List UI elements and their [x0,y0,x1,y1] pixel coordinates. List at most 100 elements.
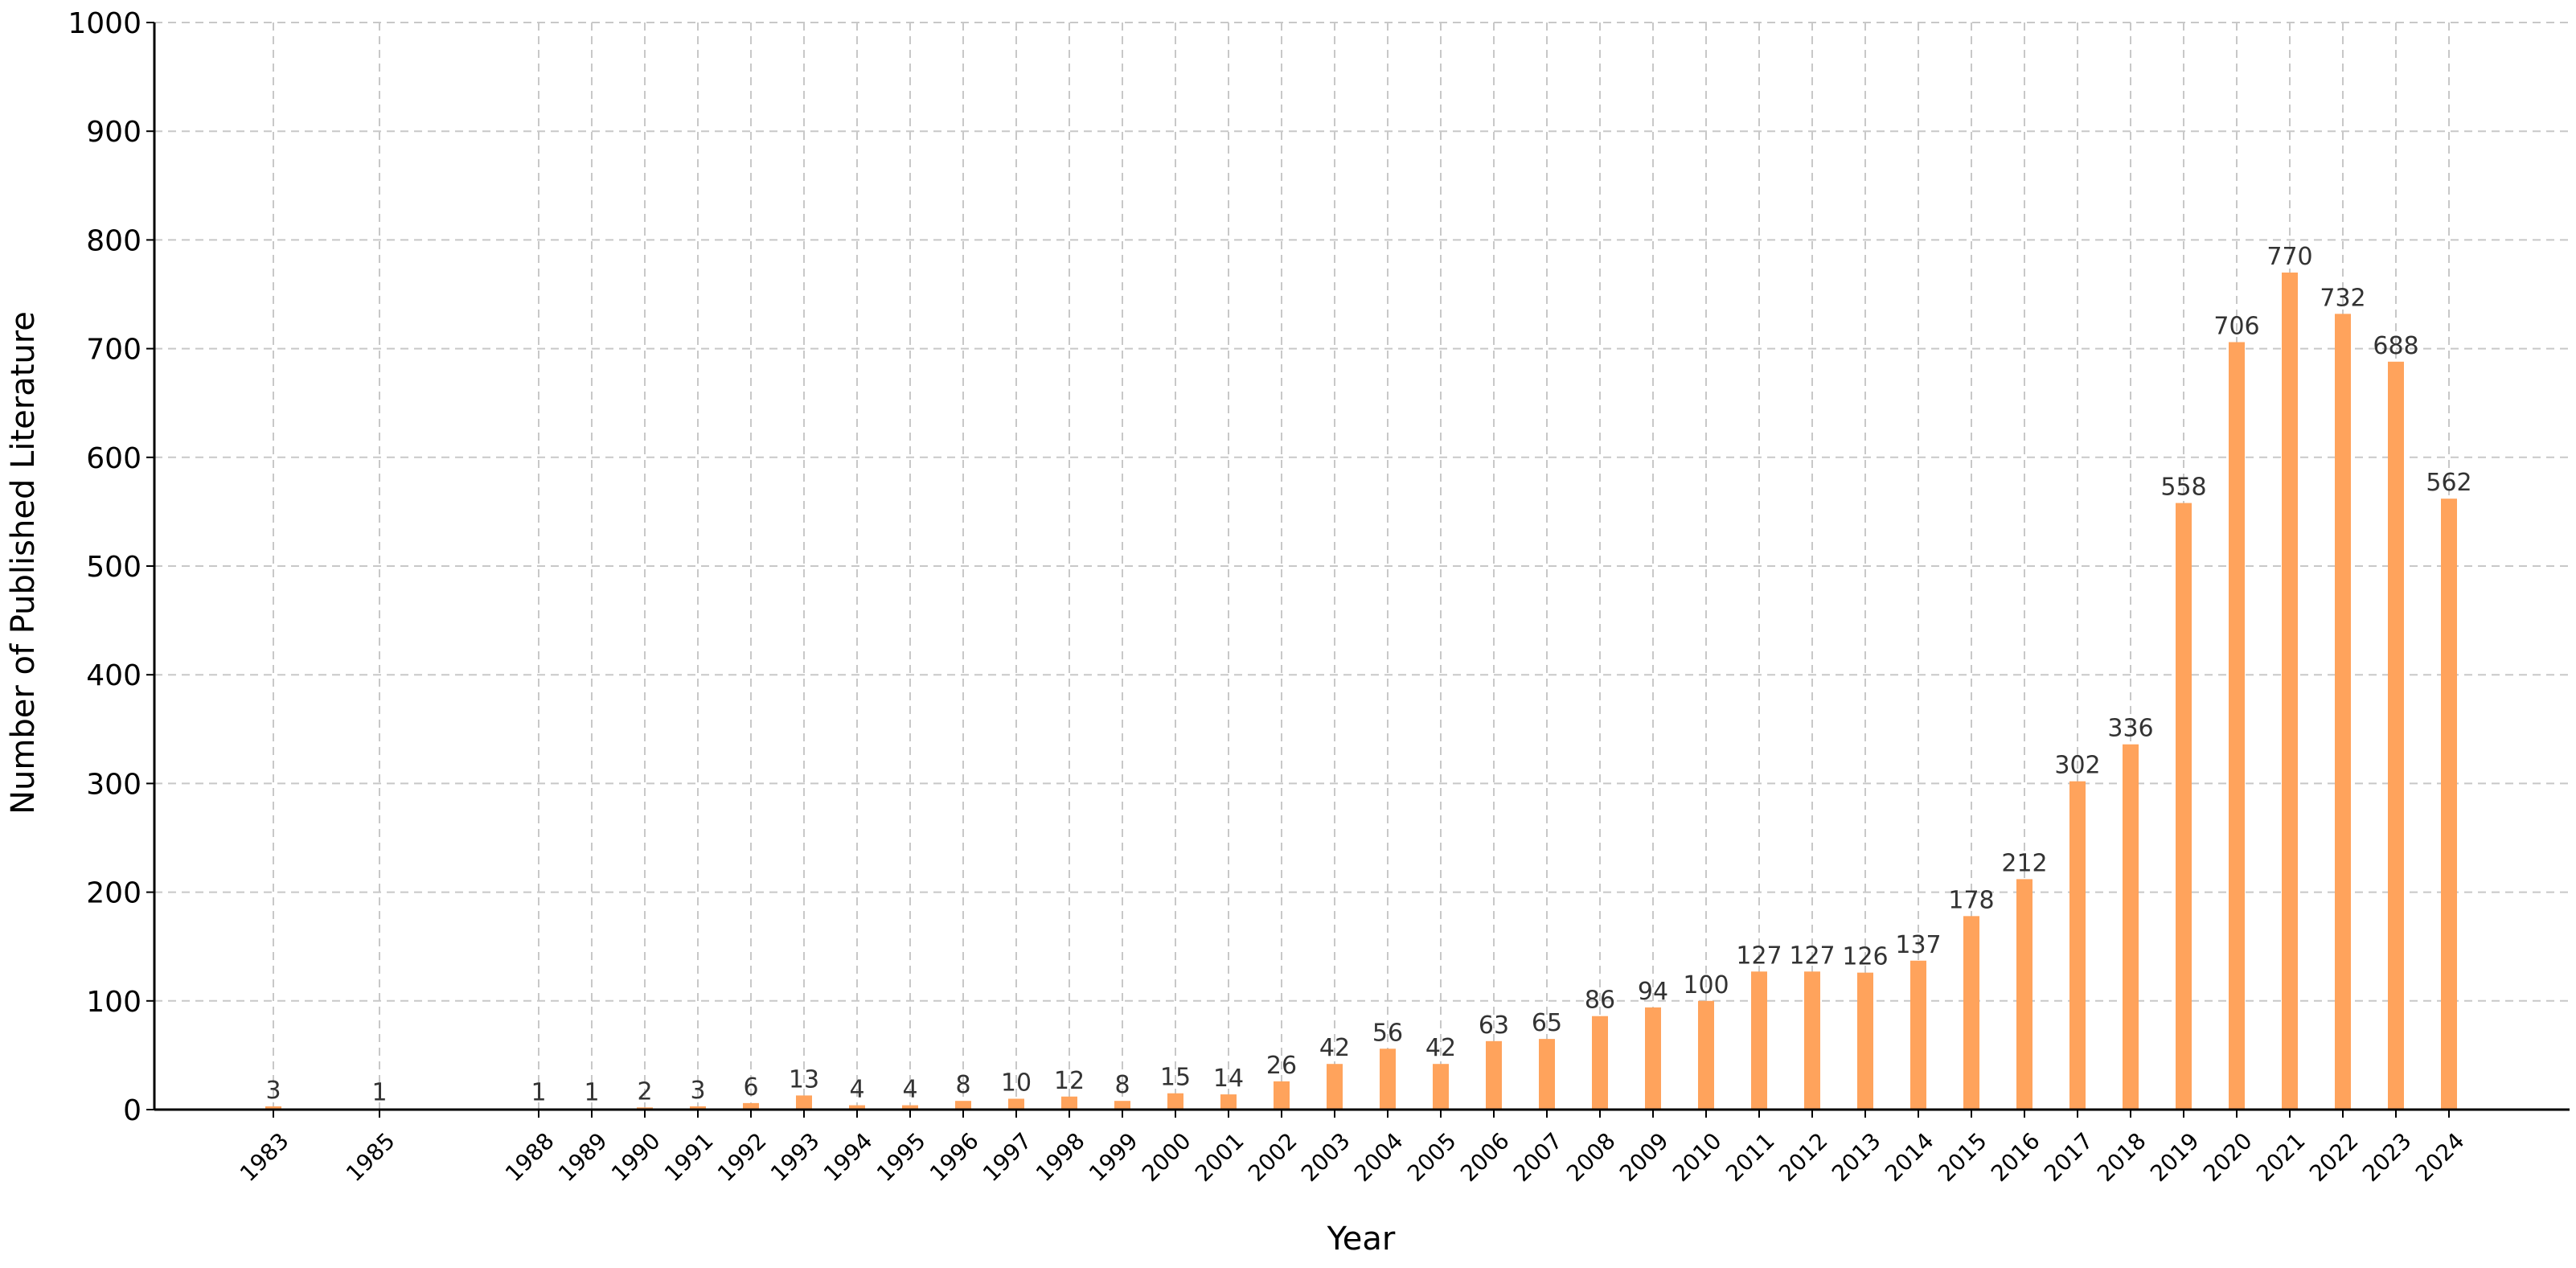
y-tick-label: 900 [86,116,142,149]
grid-layer [154,22,2570,1110]
bar [1114,1101,1130,1110]
bar [2123,744,2139,1110]
x-axis-title: Year [1327,1221,1396,1258]
y-tick-label: 400 [86,659,142,692]
bar [1751,971,1767,1110]
x-tick-label: 2002 [1243,1127,1302,1187]
x-tick-label: 2000 [1137,1127,1196,1187]
bar-value-label: 1 [371,1079,387,1107]
bar-value-label: 1 [531,1079,546,1107]
bar [1220,1094,1237,1110]
y-tick-label: 100 [86,986,142,1019]
bar [690,1106,706,1110]
bar-value-label: 6 [743,1073,758,1102]
bar-value-label: 8 [1114,1071,1130,1099]
y-tick-label: 600 [86,442,142,475]
x-tick-label: 2021 [2251,1127,2311,1187]
bar-value-label: 706 [2213,312,2259,340]
x-tick-label: 1989 [553,1127,613,1187]
bar [1910,960,1926,1110]
bar-value-label: 12 [1054,1067,1085,1095]
x-tick-label: 2024 [2410,1127,2470,1187]
x-tick-label: 2022 [2304,1127,2364,1187]
bar [1274,1081,1290,1110]
bar-value-label: 94 [1638,978,1668,1006]
bar [1963,916,1979,1110]
bar [1327,1064,1343,1110]
x-tick-label: 2020 [2198,1127,2258,1187]
x-tick-label: 2005 [1402,1127,1462,1187]
x-tick-label: 1985 [341,1127,400,1187]
bar [1380,1048,1396,1110]
bar-value-label: 15 [1160,1064,1191,1092]
bar-value-label: 178 [1948,886,1994,914]
bar [1645,1007,1661,1110]
bar-value-label: 26 [1266,1052,1297,1080]
bar [2441,499,2457,1110]
x-tick-label: 1992 [712,1127,772,1187]
bar [955,1101,971,1110]
bar-value-label: 127 [1736,942,1782,970]
y-tick-label: 800 [86,224,142,257]
bar [743,1102,759,1110]
x-tick-label: 1994 [818,1127,878,1187]
bar [2388,361,2404,1110]
x-tick-label: 1998 [1031,1127,1090,1187]
bar-value-label: 558 [2160,474,2206,502]
bar-value-label: 127 [1789,942,1835,970]
bar-value-label: 336 [2107,715,2153,743]
x-tick-label: 2004 [1349,1127,1409,1187]
bar-value-label: 137 [1895,931,1941,959]
bar-value-label: 562 [2426,469,2471,497]
bar [2016,879,2032,1110]
y-tick-label: 500 [86,551,142,584]
bar [796,1095,812,1110]
bar [265,1106,281,1110]
x-tick-label: 2016 [1986,1127,2045,1187]
bar-value-label: 2 [637,1077,652,1106]
x-tick-label: 2014 [1880,1127,1939,1187]
x-tick-label: 1995 [872,1127,931,1187]
x-tick-label: 2018 [2092,1127,2151,1187]
bar [902,1105,918,1110]
x-tick-label: 2012 [1774,1127,1833,1187]
bar-value-label: 4 [902,1076,917,1104]
axis-layer: 0 100 200 300 400 500 600 700 800 900 1000 1983 1985… [68,7,2570,1187]
bar-value-label: 100 [1683,971,1729,999]
bar-value-label: 1 [584,1079,599,1107]
bar-value-label: 63 [1479,1012,1509,1040]
x-tick-label: 1999 [1084,1127,1143,1187]
x-tick-label: 2001 [1190,1127,1249,1187]
bar [1167,1093,1183,1110]
x-tick-label: 1988 [500,1127,560,1187]
x-tick-label: 2008 [1561,1127,1621,1187]
bar-value-label: 688 [2373,332,2418,360]
bar-value-label: 732 [2320,284,2365,312]
bar-value-label: 14 [1213,1065,1244,1093]
y-tick-label: 700 [86,334,142,367]
x-tick-label: 2007 [1508,1127,1568,1187]
bar-value-label: 65 [1532,1009,1562,1037]
x-tick-label: 2009 [1614,1127,1674,1187]
bar-value-label: 4 [849,1076,864,1104]
bar [2069,781,2086,1110]
x-tick-label: 2023 [2357,1127,2417,1187]
x-tick-label: 2017 [2039,1127,2098,1187]
bar [2229,342,2245,1110]
x-tick-label: 1991 [659,1127,719,1187]
x-tick-label: 2019 [2145,1127,2205,1187]
bar-value-label: 302 [2054,752,2100,780]
bar [2176,503,2192,1110]
bar [1804,971,1820,1110]
bar [1486,1040,1502,1110]
x-tick-label: 2003 [1296,1127,1356,1187]
bar [1857,972,1873,1110]
x-tick-label: 2010 [1667,1127,1727,1187]
y-axis-title: Number of Published Literature [5,311,42,815]
x-tick-label: 1993 [765,1127,825,1187]
bar [1592,1016,1608,1110]
bar-value-label: 3 [265,1077,281,1105]
